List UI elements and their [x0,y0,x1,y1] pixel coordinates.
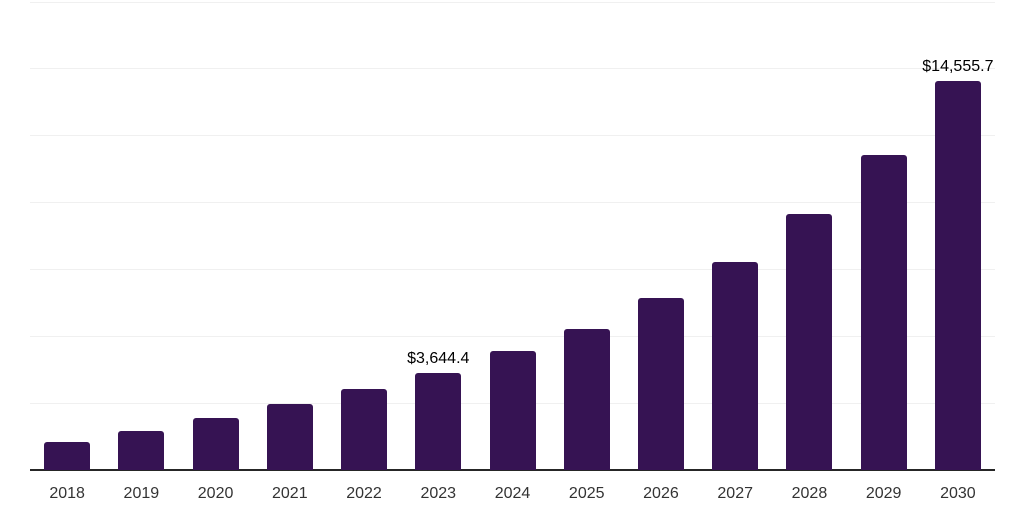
x-axis-label-2024: 2024 [494,485,531,502]
x-axis-label-2018: 2018 [49,485,85,502]
x-axis-line [30,469,995,471]
bar-2025[interactable] [563,329,610,470]
bar-2023[interactable] [415,372,462,470]
x-axis-label-2026: 2026 [643,485,679,502]
gridline [30,135,995,136]
x-axis-label-2022: 2022 [346,485,382,502]
bar-2028[interactable] [786,214,833,470]
bar-2021[interactable] [266,403,313,470]
bar-2018[interactable] [44,441,91,470]
x-axis-label-2027: 2027 [717,485,753,502]
gridline [30,269,995,270]
bar-2026[interactable] [637,298,684,470]
x-axis-label-2021: 2021 [272,485,308,502]
x-axis-label-2029: 2029 [865,485,902,502]
gridline [30,336,995,337]
x-axis-label-2025: 2025 [568,485,605,502]
bar-2027[interactable] [712,261,759,470]
bar-2019[interactable] [118,430,165,470]
x-axis-label-2030: 2030 [940,485,976,502]
gridline [30,202,995,203]
data-label-2030: $14,555.7 [922,57,994,75]
x-axis-label-2028: 2028 [791,485,828,502]
bar-2030[interactable] [934,80,981,470]
gridline [30,68,995,69]
x-axis-label-2020: 2020 [197,485,234,502]
bar-2029[interactable] [860,154,907,470]
x-axis-label-2019: 2019 [123,485,160,502]
data-label-2023: $3,644.4 [407,349,470,367]
bar-2020[interactable] [192,417,239,470]
bar-2024[interactable] [489,350,536,470]
x-axis-label-2023: 2023 [420,485,457,502]
gridline [30,2,995,3]
bar-2022[interactable] [341,388,388,470]
